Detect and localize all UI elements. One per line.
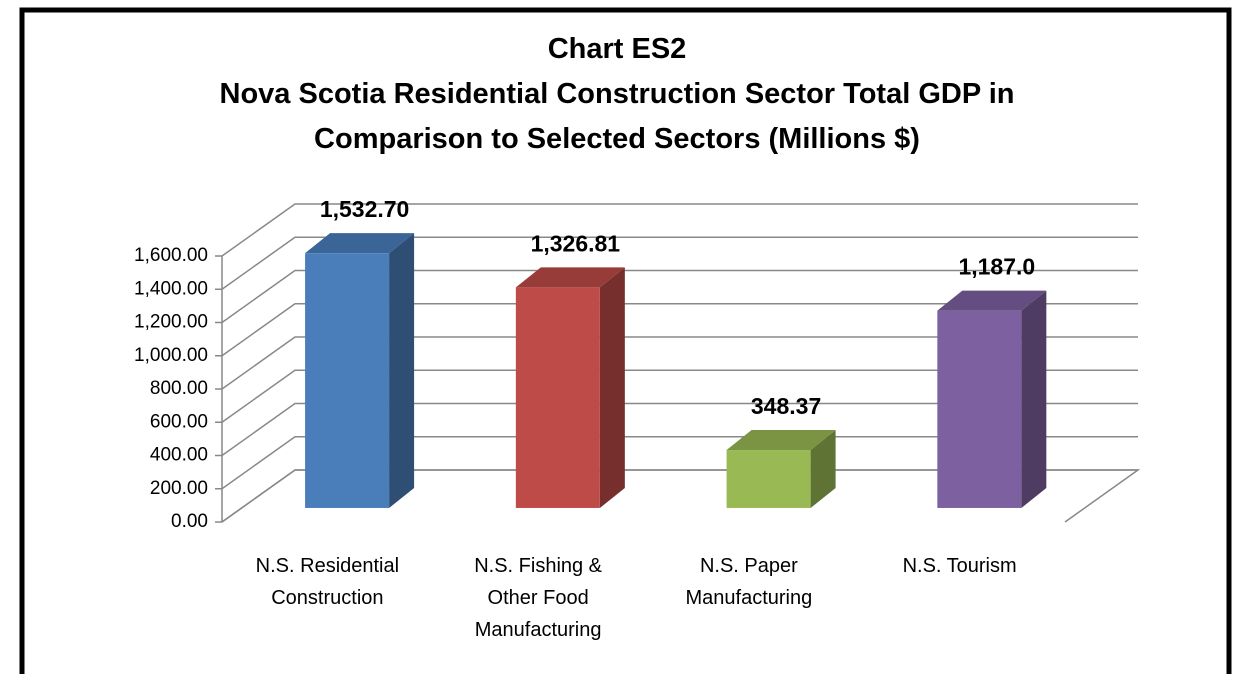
bar <box>515 287 600 508</box>
chart-title: Chart ES2 Nova Scotia Residential Constru… <box>220 33 1015 155</box>
value-label: 348.37 <box>751 393 821 419</box>
grid-line <box>221 402 1138 457</box>
bar-top <box>515 267 625 288</box>
x-tick-line: N.S. Residential <box>256 555 399 577</box>
x-tick-line: N.S. Tourism <box>903 555 1017 577</box>
x-tick-label: N.S. Fishing & Other Food Manufacturing <box>474 555 602 641</box>
x-tick-label: N.S. Residential Construction <box>256 555 399 609</box>
x-tick-line: Construction <box>271 587 383 609</box>
bar-side <box>1021 290 1047 508</box>
y-tick-label: 1,000.00 <box>134 345 208 366</box>
grid-line <box>221 469 1138 523</box>
x-tick-label: N.S. Tourism <box>903 555 1017 577</box>
y-tick-label: 800.00 <box>150 378 208 399</box>
grid-line <box>221 203 1138 257</box>
grid-line <box>221 369 1138 423</box>
grid-line <box>221 436 1138 490</box>
grid-line <box>221 269 1138 324</box>
frame <box>19 7 1232 674</box>
y-tick-label: 1,200.00 <box>134 312 208 333</box>
grid-line <box>221 303 1138 357</box>
y-tick-label: 400.00 <box>150 445 208 466</box>
x-tick-line: Other Food <box>488 587 589 609</box>
bar-top <box>305 233 415 254</box>
bar <box>937 310 1022 508</box>
value-label: 1,187.0 <box>958 254 1035 280</box>
bar <box>726 450 811 508</box>
bar-side <box>810 430 836 508</box>
x-tick-line: Manufacturing <box>686 587 813 609</box>
y-tick-label: 1,400.00 <box>134 278 208 299</box>
value-label: 1,532.70 <box>320 196 410 222</box>
bar-side <box>389 233 415 508</box>
y-tick-label: 1,600.00 <box>134 245 208 266</box>
title-line: Chart ES2 <box>548 33 687 65</box>
y-tick-label: 0.00 <box>171 511 208 532</box>
x-tick-label: N.S. Paper Manufacturing <box>686 555 813 609</box>
title-line: Comparison to Selected Sectors (Millions… <box>314 123 920 155</box>
x-tick-line: Manufacturing <box>475 619 602 641</box>
x-tick-line: N.S. Paper <box>700 555 798 577</box>
grid-line <box>221 336 1138 390</box>
bar <box>305 253 390 508</box>
x-tick-line: N.S. Fishing & <box>474 555 602 577</box>
bar-side <box>599 267 625 508</box>
title-line: Nova Scotia Residential Construction Sec… <box>220 78 1015 110</box>
y-tick-label: 200.00 <box>150 478 208 499</box>
grid-line <box>221 236 1138 290</box>
bar-top <box>937 290 1047 311</box>
bar-top <box>726 430 836 451</box>
y-tick-label: 600.00 <box>150 411 208 432</box>
value-label: 1,326.81 <box>531 230 621 256</box>
